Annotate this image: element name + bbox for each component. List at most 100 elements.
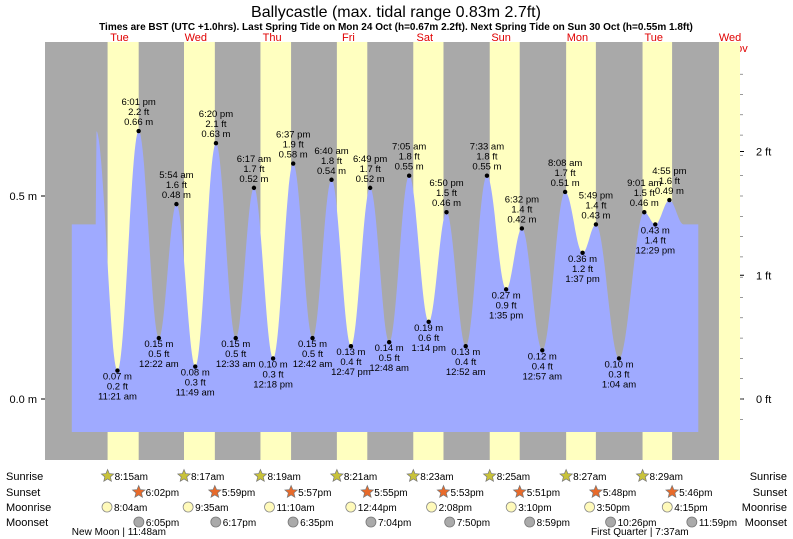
astro-row-label-right: Sunset: [753, 487, 787, 499]
tide-label: 0.5 ft: [225, 349, 246, 360]
tide-label: 0.36 m: [568, 254, 597, 265]
day-name: Sun: [491, 32, 511, 44]
tide-label: 12:47 pm: [331, 367, 371, 378]
sunset-icon: [665, 484, 680, 499]
tide-point: [193, 364, 198, 369]
tide-label: 1.4 ft: [645, 235, 666, 246]
astro-row-label-left: Moonrise: [6, 502, 51, 514]
tide-label: 2.2 ft: [128, 107, 149, 118]
sunrise-time: 8:17am: [191, 472, 224, 483]
tide-label: 12:22 am: [139, 359, 179, 370]
tide-label: 0.54 m: [317, 166, 346, 177]
moonset-icon: [287, 516, 299, 528]
tide-point: [291, 161, 296, 166]
sunset-time: 5:48pm: [603, 488, 636, 499]
tide-label: 6:32 pm: [505, 194, 539, 205]
astro-row-label-left: Sunrise: [6, 471, 43, 483]
tide-label: 0.13 m: [451, 347, 480, 358]
sunset-time: 5:53pm: [450, 488, 483, 499]
moonrise-time: 9:35am: [195, 503, 228, 514]
tide-point: [667, 197, 672, 203]
moonrise-icon: [264, 501, 275, 513]
tide-label: 1.9 ft: [283, 140, 304, 151]
tide-label: 11:49 am: [176, 388, 215, 399]
sunset-icon: [207, 484, 222, 499]
tide-point: [136, 128, 141, 134]
tide-label: 0.55 m: [395, 162, 424, 173]
sunset-icon: [131, 484, 146, 499]
right-tick-label: 2 ft: [756, 147, 771, 159]
moonrise-time: 12:44pm: [358, 503, 397, 514]
tide-label: 0.15 m: [144, 339, 173, 350]
tide-label: 0.52 m: [356, 174, 385, 185]
moonset-time: 7:50pm: [457, 518, 490, 529]
moonset-time: 11:59pm: [699, 518, 737, 529]
moonset-icon: [133, 516, 145, 528]
tide-point: [444, 210, 449, 215]
tide-label: 12:33 am: [216, 359, 256, 370]
tide-label: 0.55 m: [472, 162, 501, 173]
moonset-time: 8:59pm: [537, 518, 570, 529]
moonrise-icon: [182, 501, 194, 513]
moonset-icon: [365, 516, 377, 528]
tide-label: 0.51 m: [551, 178, 580, 189]
tide-label: 0.49 m: [655, 186, 684, 197]
sunset-icon: [512, 484, 527, 499]
day-name: Wed: [719, 32, 741, 44]
sunrise-time: 8:23am: [420, 472, 453, 483]
moon-phase: New Moon | 11:48am: [72, 527, 166, 538]
moonrise-time: 3:50pm: [597, 503, 630, 514]
tide-label: 0.13 m: [336, 347, 365, 358]
tide-label: 0.10 m: [604, 359, 633, 370]
tide-point: [386, 339, 392, 345]
tide-label: 1.6 ft: [659, 176, 680, 187]
sunset-icon: [284, 484, 299, 499]
tide-label: 0.66 m: [124, 117, 153, 128]
day-name: Tue: [110, 32, 129, 44]
sunrise-time: 8:19am: [267, 472, 300, 483]
tide-label: 4:55 pm: [652, 166, 686, 177]
tide-label: 12:29 pm: [635, 245, 675, 256]
moonset-icon: [210, 516, 222, 528]
sunrise-icon: [406, 468, 421, 483]
tide-point: [463, 344, 468, 349]
tide-point: [310, 335, 315, 341]
tide-label: 2.1 ft: [205, 119, 226, 130]
tide-point: [503, 287, 509, 292]
sunset-icon: [588, 484, 603, 499]
tide-label: 5:49 pm: [579, 190, 613, 201]
tide-label: 0.27 m: [492, 290, 521, 301]
axes: 0.0 m 0.5 m 0 ft 1 ft 2 ft: [9, 73, 771, 420]
left-tick-label: 0.0 m: [9, 394, 37, 406]
tide-label: 0.3 ft: [608, 369, 629, 380]
tide-label: 0.3 ft: [263, 369, 284, 380]
tide-label: 0.5 ft: [302, 349, 323, 360]
sunset-icon: [360, 484, 375, 499]
moonset-icon: [524, 516, 536, 528]
tide-point: [348, 344, 354, 349]
moonset-time: 7:04pm: [378, 518, 411, 529]
moonset-icon: [686, 516, 698, 528]
tide-label: 0.4 ft: [340, 357, 361, 368]
sunrise-icon: [482, 468, 497, 483]
tide-label: 0.2 ft: [107, 382, 128, 393]
astro-row-label-right: Sunrise: [750, 471, 787, 483]
tide-label: 0.4 ft: [532, 361, 553, 372]
tide-label: 0.9 ft: [496, 300, 517, 311]
sunrise-icon: [635, 468, 650, 483]
tide-label: 0.43 m: [641, 225, 670, 236]
day-name: Mon: [567, 32, 588, 44]
tide-label: 12:18 pm: [253, 379, 293, 390]
tide-point: [540, 348, 545, 353]
astro-table: Sunrise Sunrise Sunset Sunset Moonrise Moonri…: [6, 468, 787, 538]
tide-point: [233, 335, 238, 341]
tide-label: 1.8 ft: [399, 152, 420, 163]
tide-label: 0.58 m: [279, 150, 308, 161]
moonrise-icon: [101, 501, 113, 513]
sunset-icon: [436, 484, 451, 499]
tide-label: 1.2 ft: [572, 264, 593, 275]
tide-label: 6:40 am: [314, 146, 348, 157]
right-tick-label: 0 ft: [756, 394, 771, 406]
